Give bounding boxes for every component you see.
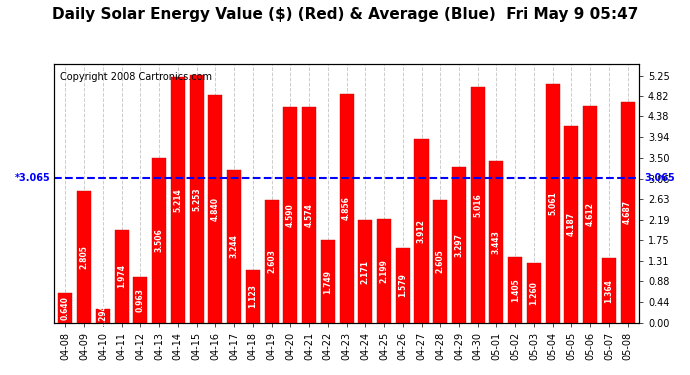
Bar (321, 240, 335, 323)
Bar (208, 95, 222, 323)
Bar (302, 107, 316, 323)
Text: 1.579: 1.579 (398, 274, 407, 297)
Bar (396, 248, 410, 323)
Bar (489, 160, 504, 323)
Bar (527, 263, 541, 323)
Bar (583, 105, 598, 323)
Text: 3.443: 3.443 (492, 230, 501, 254)
Text: 5.214: 5.214 (173, 188, 182, 212)
Text: 1.974: 1.974 (117, 264, 126, 288)
Text: Daily Solar Energy Value ($) (Red) & Average (Blue)  Fri May 9 05:47: Daily Solar Energy Value ($) (Red) & Ave… (52, 8, 638, 22)
Text: 3.065: 3.065 (644, 173, 676, 183)
Text: 4.687: 4.687 (623, 200, 632, 225)
Bar (358, 220, 373, 323)
Bar (564, 126, 578, 323)
Bar (77, 190, 91, 323)
Text: 5.253: 5.253 (192, 187, 201, 211)
Bar (508, 256, 522, 323)
Bar (96, 309, 110, 323)
Bar (546, 84, 560, 323)
Text: 2.171: 2.171 (361, 260, 370, 284)
Text: 0.963: 0.963 (136, 288, 145, 312)
Bar (59, 292, 72, 323)
Bar (264, 200, 279, 323)
Text: *3.065: *3.065 (14, 173, 50, 183)
Text: 4.840: 4.840 (211, 197, 220, 221)
Text: 5.061: 5.061 (548, 192, 558, 216)
Text: 1.260: 1.260 (529, 281, 538, 305)
Text: 4.187: 4.187 (567, 212, 576, 236)
Text: 4.612: 4.612 (586, 202, 595, 226)
Bar (471, 87, 485, 323)
Bar (602, 258, 616, 323)
Bar (433, 200, 447, 323)
Text: 2.805: 2.805 (79, 245, 88, 268)
Text: 1.405: 1.405 (511, 278, 520, 302)
Text: 1.749: 1.749 (324, 270, 333, 294)
Bar (284, 106, 297, 323)
Text: 2.603: 2.603 (267, 249, 276, 273)
Text: Copyright 2008 Cartronics.com: Copyright 2008 Cartronics.com (60, 72, 212, 81)
Text: 3.506: 3.506 (155, 228, 164, 252)
Bar (133, 278, 148, 323)
Text: 1.364: 1.364 (604, 279, 613, 303)
Text: 5.016: 5.016 (473, 193, 482, 216)
Bar (415, 138, 428, 323)
Text: 3.912: 3.912 (417, 219, 426, 243)
Bar (620, 102, 635, 323)
Bar (190, 75, 204, 323)
Text: 0.294: 0.294 (99, 304, 108, 328)
Bar (115, 230, 128, 323)
Bar (152, 158, 166, 323)
Text: 3.244: 3.244 (230, 234, 239, 258)
Bar (246, 270, 260, 323)
Text: 0.640: 0.640 (61, 296, 70, 320)
Text: 4.574: 4.574 (304, 203, 313, 227)
Bar (171, 77, 185, 323)
Text: 4.590: 4.590 (286, 203, 295, 226)
Bar (452, 168, 466, 323)
Bar (339, 94, 353, 323)
Text: 3.297: 3.297 (455, 233, 464, 257)
Text: 2.605: 2.605 (436, 249, 445, 273)
Bar (227, 170, 241, 323)
Text: 4.856: 4.856 (342, 196, 351, 220)
Text: 2.199: 2.199 (380, 259, 388, 283)
Bar (377, 219, 391, 323)
Text: 1.123: 1.123 (248, 284, 257, 308)
